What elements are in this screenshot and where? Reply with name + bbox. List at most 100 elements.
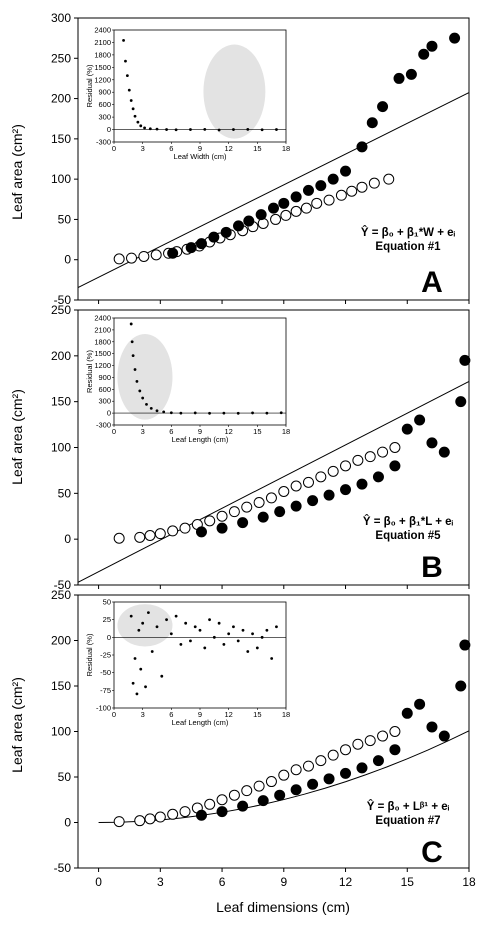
inset-x-tick-label: 0 bbox=[112, 710, 116, 719]
y-tick-label: 0 bbox=[64, 253, 71, 267]
filled-point bbox=[167, 247, 179, 259]
open-point bbox=[327, 749, 339, 761]
filled-point bbox=[195, 238, 207, 250]
inset-x-tick-label: 12 bbox=[224, 144, 232, 153]
open-point bbox=[113, 816, 125, 828]
residual-point bbox=[136, 120, 140, 124]
residual-point bbox=[131, 681, 135, 685]
open-point bbox=[167, 808, 179, 820]
y-tick-label: -50 bbox=[54, 578, 72, 592]
residual-point bbox=[138, 389, 142, 393]
filled-point bbox=[257, 795, 269, 807]
inset-y-tick-label: -100 bbox=[96, 704, 111, 713]
open-point bbox=[179, 522, 191, 534]
y-tick-label: 50 bbox=[58, 212, 72, 226]
residual-point bbox=[147, 611, 150, 614]
residual-point bbox=[155, 625, 159, 629]
open-point bbox=[290, 764, 302, 776]
open-point bbox=[364, 735, 376, 747]
filled-point bbox=[426, 40, 438, 52]
filled-point bbox=[340, 484, 352, 496]
inset-x-tick-label: 15 bbox=[253, 427, 261, 436]
y-tick-label: 200 bbox=[51, 349, 71, 363]
open-point bbox=[167, 525, 179, 537]
inset-x-tick-label: 18 bbox=[282, 710, 290, 719]
residual-point bbox=[145, 402, 148, 406]
inset-y-tick-label: 1200 bbox=[94, 361, 111, 370]
inset-x-title: Leaf Length (cm) bbox=[172, 435, 229, 444]
panel-letter: A bbox=[421, 266, 443, 299]
inset-x-tick-label: 15 bbox=[253, 144, 261, 153]
residual-point bbox=[148, 127, 152, 131]
residual-point bbox=[246, 127, 250, 131]
y-tick-label: 50 bbox=[58, 486, 72, 500]
open-point bbox=[138, 250, 150, 262]
residual-point bbox=[144, 685, 147, 689]
plot-frame bbox=[77, 17, 470, 301]
inset-y-tick-label: 300 bbox=[98, 113, 111, 122]
filled-point bbox=[401, 423, 413, 435]
open-point bbox=[241, 785, 253, 797]
filled-point bbox=[414, 414, 426, 426]
residual-point bbox=[270, 657, 274, 660]
inset-y-tick-label: -25 bbox=[100, 651, 111, 660]
residual-point bbox=[127, 88, 131, 92]
inset-y-tick-label: 1200 bbox=[94, 75, 111, 84]
filled-point bbox=[356, 141, 368, 153]
inset-y-tick-label: 1800 bbox=[94, 50, 111, 59]
open-point bbox=[377, 446, 389, 458]
residual-point bbox=[135, 380, 139, 383]
residual-point bbox=[162, 410, 166, 414]
x-tick-label: 3 bbox=[157, 875, 164, 889]
y-tick-label: 250 bbox=[51, 303, 71, 317]
residual-point bbox=[130, 340, 134, 344]
open-point bbox=[377, 730, 389, 742]
residual-point bbox=[217, 621, 221, 625]
residual-point bbox=[189, 639, 192, 643]
inset-x-tick-label: 6 bbox=[169, 427, 173, 436]
filled-point bbox=[274, 506, 286, 518]
open-point bbox=[204, 798, 216, 810]
filled-point bbox=[356, 762, 368, 774]
filled-point bbox=[323, 773, 335, 785]
inset-y-tick-label: 900 bbox=[98, 373, 111, 382]
open-point bbox=[278, 486, 290, 497]
equation-label: Equation #7 bbox=[375, 815, 440, 827]
filled-point bbox=[290, 500, 302, 512]
filled-point bbox=[372, 755, 384, 767]
open-point bbox=[228, 506, 240, 518]
inset-y-tick-label: 1500 bbox=[94, 349, 111, 358]
inset-y-tick-label: 1800 bbox=[94, 337, 111, 346]
inset-y-tick-label: -300 bbox=[96, 421, 111, 430]
open-point bbox=[150, 249, 162, 261]
inset-y-tick-label: 2100 bbox=[94, 38, 111, 47]
residual-point bbox=[212, 635, 216, 639]
filled-point bbox=[366, 117, 378, 129]
residual-point bbox=[131, 107, 135, 111]
residual-point bbox=[174, 614, 178, 618]
inset-y-tick-label: -300 bbox=[96, 138, 111, 147]
filled-point bbox=[418, 48, 430, 60]
residual-point bbox=[189, 128, 192, 131]
filled-point bbox=[372, 471, 384, 483]
residual-point bbox=[133, 368, 137, 371]
residual-point bbox=[232, 128, 235, 131]
open-point bbox=[241, 501, 253, 513]
open-point bbox=[134, 815, 146, 827]
equation-text: Ŷ = β₀ + Lᵝ¹ + eᵢ bbox=[367, 800, 450, 813]
filled-point bbox=[327, 173, 339, 185]
open-point bbox=[340, 744, 352, 756]
equation-text: Ŷ = β₀ + β₁*W + eᵢ bbox=[361, 226, 456, 239]
highlight-ellipse bbox=[203, 44, 266, 139]
y-tick-label: -50 bbox=[54, 293, 72, 307]
panel-letter: C bbox=[421, 836, 443, 869]
residual-inset: -100 -75 -50 -25 0 25 50 0 3 6 9 12 15 18 Leaf Length … bbox=[85, 598, 290, 728]
residual-point bbox=[251, 632, 254, 636]
filled-point bbox=[455, 680, 467, 692]
open-point bbox=[265, 776, 277, 788]
open-point bbox=[335, 189, 347, 201]
